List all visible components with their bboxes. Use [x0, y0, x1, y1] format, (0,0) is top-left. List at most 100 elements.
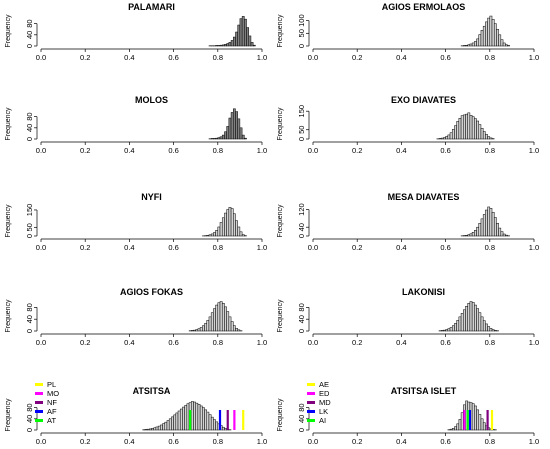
- histogram-bar: [500, 39, 504, 47]
- histogram-bar: [471, 42, 475, 47]
- histogram-bar: [149, 428, 152, 431]
- histogram-bar: [476, 120, 480, 140]
- histogram-bar: [151, 428, 154, 431]
- histogram-panel: EXO DIAVATES 0.0 0.2 0.4 0.6 0.8 1.0 0 50 150 Freq…: [277, 95, 539, 155]
- legend-label: PL: [47, 380, 56, 389]
- histogram-bar: [221, 426, 225, 431]
- histogram-bar: [447, 328, 451, 332]
- histogram-bar: [469, 233, 473, 237]
- histogram-bar: [224, 306, 227, 332]
- y-tick-label: 80: [297, 303, 306, 311]
- x-tick-label: 0.8: [485, 437, 495, 446]
- histogram-bar: [471, 116, 475, 140]
- histogram-bar: [474, 118, 477, 140]
- histogram-bar: [498, 34, 502, 47]
- histogram-bar: [221, 303, 225, 332]
- x-tick-label: 0.0: [308, 53, 318, 62]
- x-tick-label: 0.2: [352, 146, 362, 155]
- x-tick-label: 1.0: [529, 243, 539, 252]
- histogram-bar: [217, 137, 221, 140]
- histogram-bar: [195, 402, 199, 431]
- y-tick-label: 120: [297, 203, 306, 216]
- histogram-bar: [454, 426, 457, 431]
- histogram-bar: [157, 425, 161, 431]
- x-tick-label: 0.2: [80, 53, 90, 62]
- histogram-bar: [482, 25, 486, 47]
- histogram-panel: LAKONISI 0.0 0.2 0.4 0.6 0.8 1.0 0 40 80 Frequency: [277, 287, 539, 347]
- histogram-bar: [228, 42, 232, 47]
- histogram-bar: [463, 309, 466, 332]
- histogram-bar: [241, 234, 245, 237]
- histogram-bar: [171, 416, 174, 431]
- y-tick-label: 0: [25, 234, 34, 238]
- panel-title: LAKONISI: [402, 287, 445, 297]
- y-tick-label: 50: [297, 29, 306, 37]
- histogram-bar: [493, 330, 497, 332]
- x-tick-label: 0.8: [485, 146, 495, 155]
- y-tick-label: 40: [297, 223, 306, 231]
- x-tick-label: 0.6: [168, 53, 178, 62]
- panel-title: MOLOS: [135, 95, 168, 105]
- x-tick-label: 0.8: [213, 53, 223, 62]
- x-tick-label: 0.6: [168, 243, 178, 252]
- histogram-bar: [474, 41, 477, 47]
- y-tick-label: 80: [25, 112, 34, 120]
- panel-title: PALAMARI: [128, 2, 175, 12]
- x-tick-label: 0.2: [352, 53, 362, 62]
- histogram-bar: [502, 42, 506, 47]
- histogram-bar: [505, 44, 508, 47]
- histogram-bar: [221, 134, 225, 140]
- x-tick-label: 0.6: [168, 437, 178, 446]
- histogram-bar: [447, 134, 451, 140]
- histogram-bar: [456, 121, 460, 140]
- histogram-bar: [471, 302, 475, 332]
- histogram-bar: [219, 301, 223, 332]
- y-tick-label: 40: [25, 31, 34, 39]
- histogram-bar: [160, 424, 163, 431]
- histogram-bar: [482, 320, 486, 332]
- x-tick-label: 0.4: [124, 437, 134, 446]
- x-tick-label: 0.8: [213, 338, 223, 347]
- legend-label: MD: [319, 398, 331, 407]
- histogram-bar: [478, 124, 482, 140]
- histogram-bar: [215, 421, 219, 431]
- histogram-bar: [480, 218, 484, 237]
- x-tick-label: 0.6: [440, 437, 450, 446]
- x-tick-label: 0.0: [36, 146, 46, 155]
- histogram-panel: ATSITSA 0.0 0.2 0.4 0.6 0.8 1.0 0 40 80 Frequency P…: [5, 380, 267, 446]
- histogram-bar: [202, 407, 205, 431]
- y-axis-label: Frequency: [5, 107, 12, 141]
- y-tick-label: 40: [25, 415, 34, 423]
- histogram-bar: [228, 117, 232, 140]
- y-tick-label: 0: [297, 137, 306, 141]
- x-tick-label: 0.4: [396, 338, 406, 347]
- y-axis-label: Frequency: [5, 398, 12, 432]
- histogram-bar: [233, 108, 236, 140]
- histogram-bar: [489, 328, 493, 332]
- histogram-bar: [213, 419, 216, 431]
- histogram-bar: [487, 206, 491, 237]
- y-axis-label: Frequency: [5, 14, 12, 48]
- histogram-bar: [485, 134, 488, 140]
- y-tick-label: 0: [297, 234, 306, 238]
- histogram-bar: [191, 330, 194, 332]
- histogram-bar: [164, 421, 168, 431]
- histogram-bar: [226, 209, 230, 237]
- histogram-bar: [217, 226, 221, 237]
- histogram-bar: [476, 38, 480, 47]
- histogram-bar: [244, 137, 247, 140]
- panel-title: NYFI: [141, 192, 162, 202]
- x-tick-label: 0.8: [213, 146, 223, 155]
- histogram-bar: [215, 304, 219, 332]
- histogram-bar: [491, 211, 495, 237]
- histogram-bar: [454, 323, 457, 332]
- legend-label: ED: [319, 389, 330, 398]
- histogram-bar: [215, 230, 219, 237]
- histogram-bar: [474, 230, 477, 237]
- y-tick-label: 80: [25, 303, 34, 311]
- x-tick-label: 0.6: [440, 338, 450, 347]
- y-tick-label: 0: [297, 44, 306, 48]
- histogram-bar: [173, 414, 177, 431]
- histogram-bar: [230, 321, 234, 332]
- histogram-bar: [500, 231, 504, 237]
